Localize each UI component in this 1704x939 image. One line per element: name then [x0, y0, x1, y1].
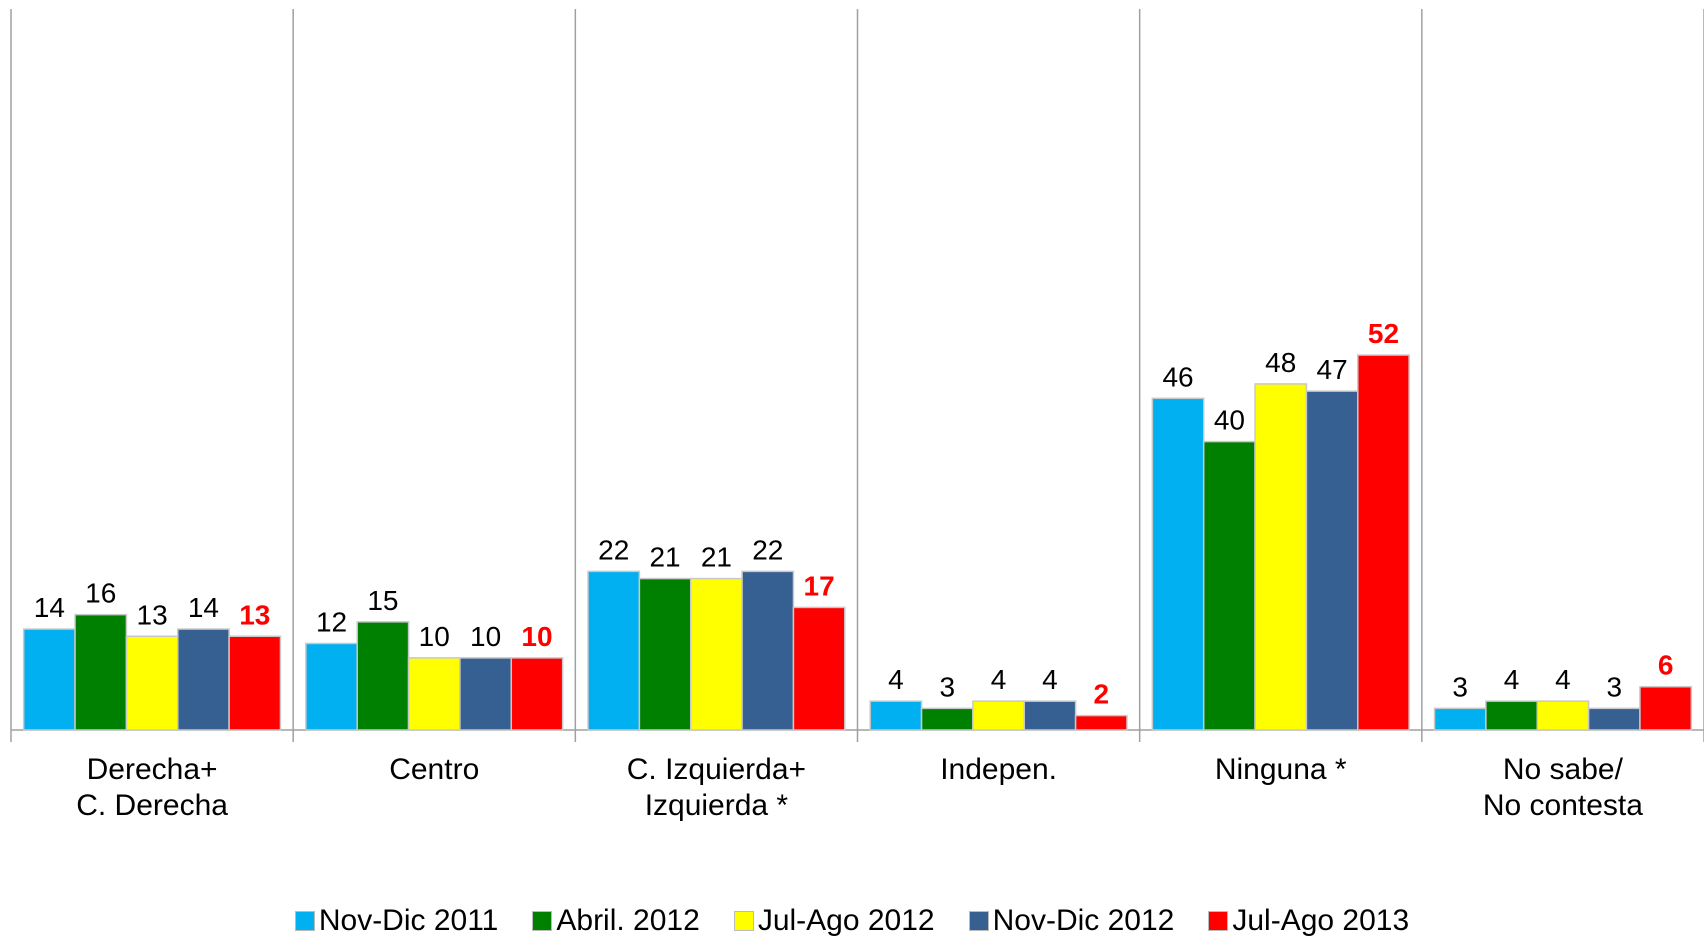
x-tick-label: Ninguna * — [1214, 753, 1347, 786]
legend-item: Nov-Dic 2012 — [968, 904, 1175, 938]
bar — [638, 577, 692, 731]
bar — [869, 700, 923, 731]
legend-swatch — [1208, 911, 1229, 931]
data-label: 52 — [1368, 318, 1399, 349]
bar — [792, 606, 846, 731]
bar — [74, 613, 128, 731]
data-label: 10 — [419, 621, 450, 652]
bar — [972, 700, 1026, 731]
legend-label: Nov-Dic 2011 — [318, 904, 499, 937]
data-label: 3 — [1452, 671, 1468, 702]
x-tick-label: No sabe/ No contesta — [1482, 753, 1643, 822]
x-tick-label: Centro — [389, 753, 480, 786]
legend-item: Abril. 2012 — [532, 904, 700, 938]
bar — [920, 707, 974, 731]
data-label: 3 — [939, 671, 955, 702]
data-label: 21 — [701, 542, 732, 573]
legend-item: Jul-Ago 2012 — [733, 904, 935, 938]
bar — [1357, 354, 1410, 731]
data-label: 6 — [1658, 650, 1674, 681]
bar — [22, 628, 76, 731]
data-label: 15 — [367, 585, 398, 616]
bar — [587, 570, 641, 731]
bar — [1536, 700, 1590, 731]
data-label: 14 — [34, 592, 65, 623]
legend-item: Nov-Dic 2011 — [294, 904, 499, 938]
data-label: 48 — [1265, 347, 1296, 378]
bar — [1587, 707, 1641, 731]
data-label: 13 — [239, 599, 270, 630]
data-label: 16 — [85, 578, 116, 609]
x-tick-label: C. Izquierda+ Izquierda * — [626, 753, 807, 822]
bar — [1485, 700, 1538, 731]
data-label: 4 — [991, 664, 1007, 695]
data-label: 14 — [188, 592, 219, 623]
data-label: 10 — [521, 621, 552, 652]
bar — [1433, 707, 1487, 731]
legend-swatch — [733, 911, 754, 931]
data-label: 46 — [1162, 361, 1193, 392]
data-label: 40 — [1214, 405, 1245, 436]
data-label: 17 — [804, 570, 835, 601]
data-label: 4 — [1504, 664, 1520, 695]
bar — [741, 570, 795, 731]
bar — [1639, 685, 1693, 731]
bar — [459, 657, 513, 731]
data-label: 10 — [470, 621, 501, 652]
bar — [1254, 383, 1308, 731]
legend-label: Jul-Ago 2013 — [1232, 904, 1410, 937]
bar — [1023, 700, 1077, 731]
legend-item: Jul-Ago 2013 — [1208, 904, 1409, 938]
bar — [1151, 397, 1205, 731]
legend-label: Abril. 2012 — [556, 904, 700, 937]
data-label: 13 — [137, 599, 168, 630]
bar — [177, 628, 230, 731]
data-label: 21 — [649, 542, 680, 573]
bar — [305, 642, 358, 731]
bar — [407, 657, 461, 731]
legend-label: Jul-Ago 2012 — [757, 904, 935, 937]
bar — [356, 621, 410, 731]
data-label: 2 — [1094, 679, 1110, 710]
x-tick-label: Derecha+ C. Derecha — [76, 753, 228, 822]
data-label: 22 — [598, 534, 629, 565]
legend-label: Nov-Dic 2012 — [992, 904, 1175, 937]
data-label: 4 — [888, 664, 904, 695]
data-label: 4 — [1042, 664, 1058, 695]
legend-swatch — [968, 911, 989, 931]
data-label: 4 — [1555, 664, 1571, 695]
bar — [125, 635, 179, 731]
bar — [689, 577, 743, 731]
data-label: 47 — [1317, 354, 1348, 385]
data-label: 12 — [316, 606, 347, 637]
data-label: 3 — [1606, 671, 1622, 702]
bar — [1074, 714, 1128, 731]
legend-swatch — [294, 911, 315, 931]
data-label: 22 — [752, 534, 783, 565]
bar — [1305, 390, 1359, 731]
legend-swatch — [532, 911, 553, 931]
bar — [510, 657, 564, 731]
legend: Nov-Dic 2011 Abril. 2012 Jul-Ago 2012 Nov-D… — [0, 904, 1704, 938]
bar — [228, 635, 282, 731]
bar — [1202, 440, 1256, 731]
x-tick-label: Indepen. — [940, 753, 1057, 786]
